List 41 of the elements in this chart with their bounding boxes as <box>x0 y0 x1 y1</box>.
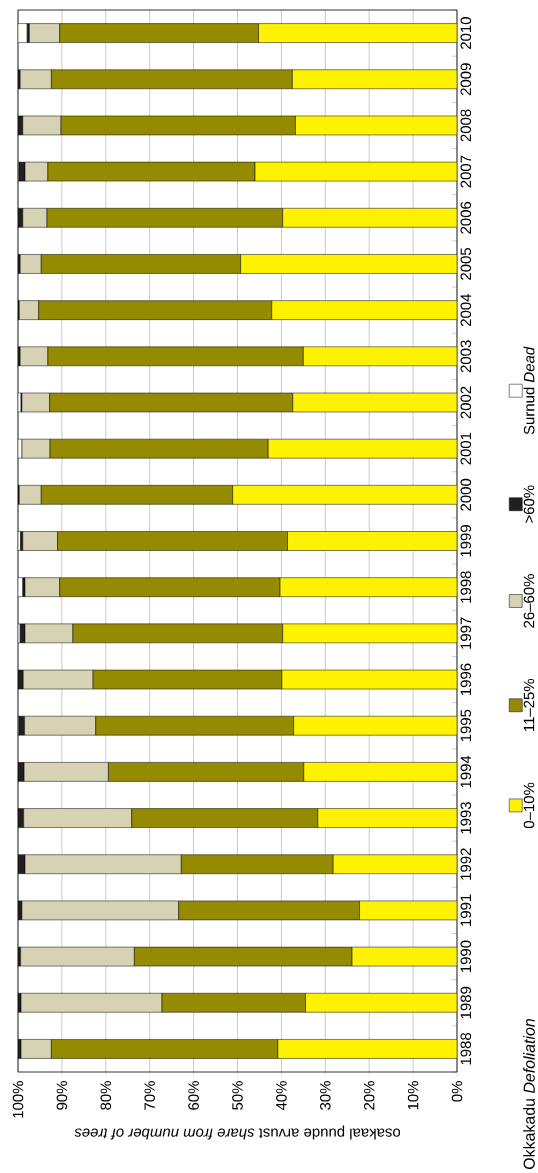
text: Okkakadu Defoliation <box>523 1019 535 1170</box>
y-tick-label: 2002 <box>460 386 472 419</box>
y-tick-label: 2000 <box>460 478 472 511</box>
x-axis-title: osakaal puude arvust share from number of trees <box>74 1125 401 1140</box>
x-tick-label: 40% <box>276 1081 287 1111</box>
legend-label: 11–25% <box>523 678 535 732</box>
y-tick-label: 2010 <box>460 17 472 49</box>
y-tick-label: 1988 <box>460 1032 472 1065</box>
y-tick-label: 2001 <box>460 432 472 465</box>
x-tick-label: 50% <box>232 1081 243 1110</box>
y-tick-label: 2006 <box>460 201 472 234</box>
y-tick-label: 1996 <box>460 663 472 696</box>
y-tick-label: 1994 <box>460 755 472 788</box>
x-tick-label: 70% <box>144 1081 155 1110</box>
legend-label: >60% <box>523 485 535 523</box>
x-tick-label: 10% <box>407 1081 419 1110</box>
x-tick-label: 80% <box>100 1081 112 1110</box>
legend-label: 26–60% <box>523 574 535 628</box>
y-tick-label: 2008 <box>460 109 472 142</box>
y-tick-label: 1999 <box>460 525 472 557</box>
x-tick-label: 30% <box>320 1081 331 1110</box>
y-tick-label: 1998 <box>460 571 472 603</box>
y-tick-label: 1990 <box>460 940 472 973</box>
y-tick-label: 2009 <box>460 63 472 96</box>
y-tick-label: 1995 <box>460 709 472 742</box>
y-tick-label: 2004 <box>460 293 472 327</box>
x-tick-label: 60% <box>188 1081 199 1110</box>
y-tick-label: 2005 <box>460 247 472 280</box>
y-tick-label: 1989 <box>460 986 472 1019</box>
x-tick-label: 100% <box>12 1081 24 1118</box>
legend-label: Surnud Dead <box>523 346 535 435</box>
x-tick-label: 90% <box>56 1081 68 1110</box>
y-tick-label: 1992 <box>460 848 472 880</box>
y-tick-label: 1991 <box>460 894 472 926</box>
x-tick-label: 20% <box>363 1081 375 1110</box>
y-tick-label: 2007 <box>460 155 472 188</box>
y-tick-label: 1997 <box>460 617 472 649</box>
y-tick-label: 2003 <box>460 340 472 373</box>
y-tick-label: 1993 <box>460 802 472 834</box>
x-tick-label: 0% <box>451 1081 463 1102</box>
legend-label: 0–10% <box>523 782 535 829</box>
